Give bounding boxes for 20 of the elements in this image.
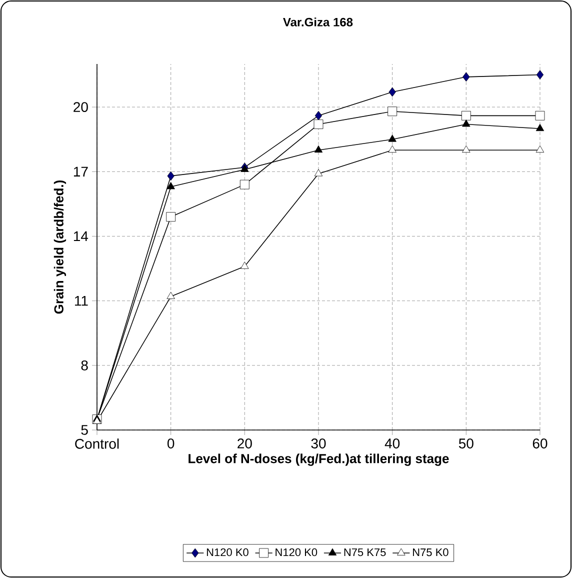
- chart-title: Var.Giza 168: [283, 18, 353, 26]
- y-tick-label: 11: [74, 296, 88, 306]
- y-tick-label: 5: [81, 425, 88, 435]
- legend-label: N120 K0: [276, 548, 318, 556]
- y-tick-label: 20: [74, 102, 88, 112]
- legend-label: N75 K75: [344, 548, 386, 556]
- x-tick-label: 50: [458, 438, 474, 448]
- x-tick-label: 20: [238, 438, 252, 448]
- x-axis-title: Level of N-doses (kg/Fed.)at tillering stage: [188, 454, 449, 466]
- x-tick-label: 0: [167, 438, 174, 448]
- x-tick-label: Control: [75, 438, 119, 449]
- legend-label: N75 K0: [413, 548, 448, 556]
- x-tick-label: 30: [311, 438, 326, 448]
- y-tick-label: 8: [81, 360, 88, 370]
- x-tick-label: 40: [384, 438, 400, 448]
- y-axis-title: Grain yield (ardb/fed.): [54, 180, 66, 314]
- legend-label: N120 K0: [206, 548, 248, 556]
- x-tick-label: 60: [532, 438, 548, 448]
- y-tick-label: 17: [74, 166, 88, 176]
- y-tick-label: 14: [74, 231, 88, 242]
